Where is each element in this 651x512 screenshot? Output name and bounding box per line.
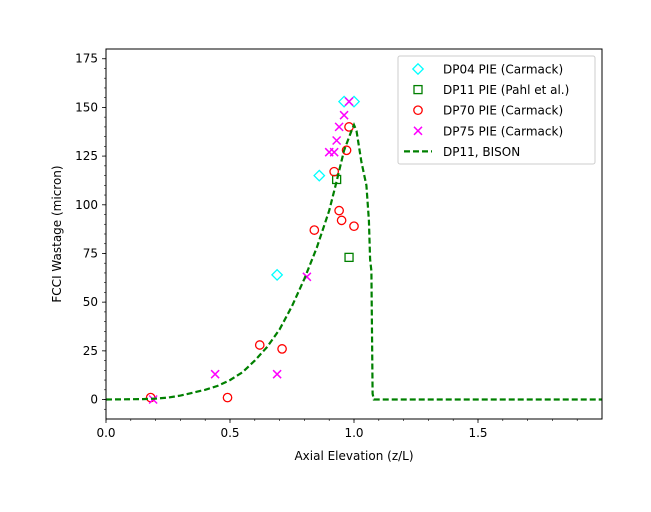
dp11-bison-line: [105, 122, 602, 401]
axes-frame: [105, 48, 603, 420]
dp04-pie-carmack-point: [271, 268, 284, 282]
dp75-pie-carmack-point: [332, 135, 342, 146]
x-axis-label: Axial Elevation (z/L): [294, 449, 413, 463]
legend-marker: [413, 126, 423, 136]
legend-box: [397, 55, 596, 165]
legend-label: DP04 PIE (Carmack): [443, 63, 563, 77]
dp04-pie-carmack-point: [347, 95, 361, 108]
dp70-pie-carmack-point: [329, 166, 340, 177]
legend-marker: [413, 84, 423, 95]
x-tick-label: 1.5: [468, 426, 487, 440]
y-tick-label: 25: [83, 344, 98, 358]
dp70-pie-carmack-point: [309, 225, 320, 235]
dp70-pie-carmack-point: [349, 221, 359, 232]
dp70-pie-carmack-point: [222, 392, 233, 403]
dp75-pie-carmack-point: [272, 369, 282, 379]
dp70-pie-carmack-point: [277, 344, 287, 354]
dp75-pie-carmack-point: [339, 110, 349, 120]
dp75-pie-carmack-point: [334, 122, 344, 132]
legend-label: DP11 PIE (Pahl et al.): [443, 83, 569, 97]
legend-marker: [413, 105, 423, 116]
legend-label: DP11, BISON: [443, 145, 520, 159]
plot-area: 0.0 0.5 1.0 1.5 0 25 50 75 100 125 150 175 DP04 PIE …: [75, 48, 603, 440]
y-tick-label: 150: [75, 100, 98, 114]
x-tick-label: 0.5: [220, 426, 239, 440]
dp75-pie-carmack-point: [344, 97, 354, 107]
y-tick-label: 100: [75, 198, 98, 212]
dp70-pie-carmack-point: [254, 340, 265, 350]
dp70-pie-carmack-point: [334, 205, 344, 216]
dp70-pie-carmack-point: [341, 145, 352, 156]
y-tick-label: 75: [83, 246, 98, 260]
legend-label: DP70 PIE (Carmack): [443, 104, 563, 118]
legend-label: DP75 PIE (Carmack): [443, 124, 563, 138]
y-axis-label: FCCI Wastage (micron): [50, 165, 64, 302]
x-tick-label: 1.0: [344, 426, 363, 440]
dp04-pie-carmack-point: [337, 95, 351, 108]
legend: DP04 PIE (Carmack) DP11 PIE (Pahl et al.)…: [397, 55, 596, 165]
x-tick-label: 0.0: [96, 426, 115, 440]
y-tick-label: 0: [90, 393, 98, 407]
dp75-pie-carmack-point: [329, 147, 339, 157]
dp11-pie-pahl-et-al-point: [344, 252, 354, 263]
dp70-pie-carmack-point: [336, 215, 347, 226]
legend-marker: [411, 62, 425, 76]
y-tick-label: 175: [75, 52, 98, 66]
y-tick-label: 125: [75, 149, 98, 163]
dp04-pie-carmack-point: [313, 169, 326, 182]
y-tick-label: 50: [83, 295, 98, 309]
dp75-pie-carmack-point: [210, 369, 220, 379]
